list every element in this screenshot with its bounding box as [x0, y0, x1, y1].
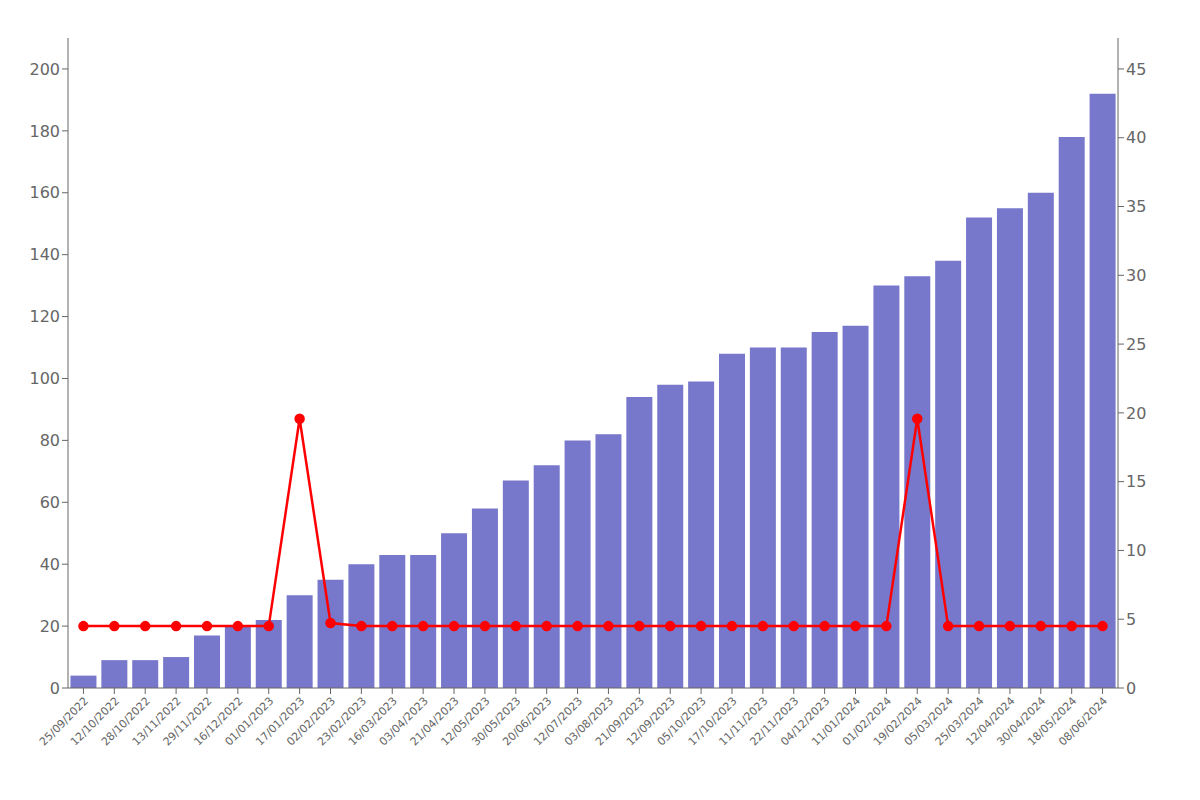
svg-text:20: 20	[40, 617, 60, 636]
svg-text:21/04/2023: 21/04/2023	[407, 694, 462, 749]
svg-text:30/05/2023: 30/05/2023	[469, 694, 524, 749]
svg-text:11/01/2024: 11/01/2024	[809, 694, 864, 749]
svg-text:11/11/2023: 11/11/2023	[716, 694, 771, 749]
svg-text:40: 40	[40, 555, 60, 574]
svg-text:12/05/2023: 12/05/2023	[438, 694, 493, 749]
svg-text:25/03/2024: 25/03/2024	[932, 694, 987, 749]
svg-text:200: 200	[29, 60, 60, 79]
svg-text:18/05/2024: 18/05/2024	[1025, 694, 1080, 749]
svg-text:30: 30	[1126, 266, 1146, 285]
svg-text:17/10/2023: 17/10/2023	[685, 694, 740, 749]
svg-text:25: 25	[1126, 335, 1146, 354]
svg-text:01/02/2024: 01/02/2024	[840, 694, 894, 749]
svg-text:30/04/2024: 30/04/2024	[994, 694, 1049, 749]
svg-text:28/10/2022: 28/10/2022	[98, 694, 153, 749]
svg-text:13/11/2022: 13/11/2022	[129, 694, 184, 749]
svg-text:23/02/2023: 23/02/2023	[315, 694, 369, 749]
svg-text:0: 0	[1126, 679, 1136, 698]
svg-text:12/04/2024: 12/04/2024	[963, 694, 1018, 749]
svg-text:03/04/2023: 03/04/2023	[376, 694, 431, 749]
svg-text:25/09/2022: 25/09/2022	[37, 694, 92, 749]
svg-text:100: 100	[29, 369, 60, 388]
svg-text:12/09/2023: 12/09/2023	[623, 694, 678, 749]
svg-text:29/11/2022: 29/11/2022	[160, 694, 215, 749]
svg-text:16/12/2022: 16/12/2022	[191, 694, 246, 749]
svg-text:20: 20	[1126, 404, 1146, 423]
svg-text:10: 10	[1126, 541, 1146, 560]
svg-text:05/03/2024: 05/03/2024	[901, 694, 956, 749]
svg-text:15: 15	[1126, 472, 1146, 491]
svg-text:60: 60	[40, 493, 60, 512]
svg-text:22/11/2023: 22/11/2023	[747, 694, 802, 749]
svg-text:0: 0	[50, 679, 60, 698]
svg-text:140: 140	[29, 245, 60, 264]
svg-text:40: 40	[1126, 128, 1146, 147]
svg-text:21/09/2023: 21/09/2023	[592, 694, 647, 749]
svg-text:80: 80	[40, 431, 60, 450]
svg-text:180: 180	[29, 122, 60, 141]
svg-text:05/10/2023: 05/10/2023	[654, 694, 709, 749]
svg-text:20/06/2023: 20/06/2023	[500, 694, 555, 749]
svg-text:19/02/2024: 19/02/2024	[870, 694, 925, 749]
svg-text:17/01/2023: 17/01/2023	[253, 694, 308, 749]
svg-text:02/02/2023: 02/02/2023	[284, 694, 339, 749]
svg-text:120: 120	[29, 307, 60, 326]
svg-text:04/12/2023: 04/12/2023	[778, 694, 833, 749]
svg-text:160: 160	[29, 183, 60, 202]
svg-text:5: 5	[1126, 610, 1136, 629]
svg-text:01/01/2023: 01/01/2023	[222, 694, 277, 749]
svg-text:08/06/2024: 08/06/2024	[1056, 694, 1110, 748]
svg-text:12/07/2023: 12/07/2023	[531, 694, 586, 749]
svg-text:16/03/2023: 16/03/2023	[345, 694, 400, 749]
svg-text:03/08/2023: 03/08/2023	[562, 694, 617, 749]
svg-text:12/10/2022: 12/10/2022	[67, 694, 122, 749]
svg-text:45: 45	[1126, 60, 1146, 79]
svg-text:35: 35	[1126, 197, 1146, 216]
